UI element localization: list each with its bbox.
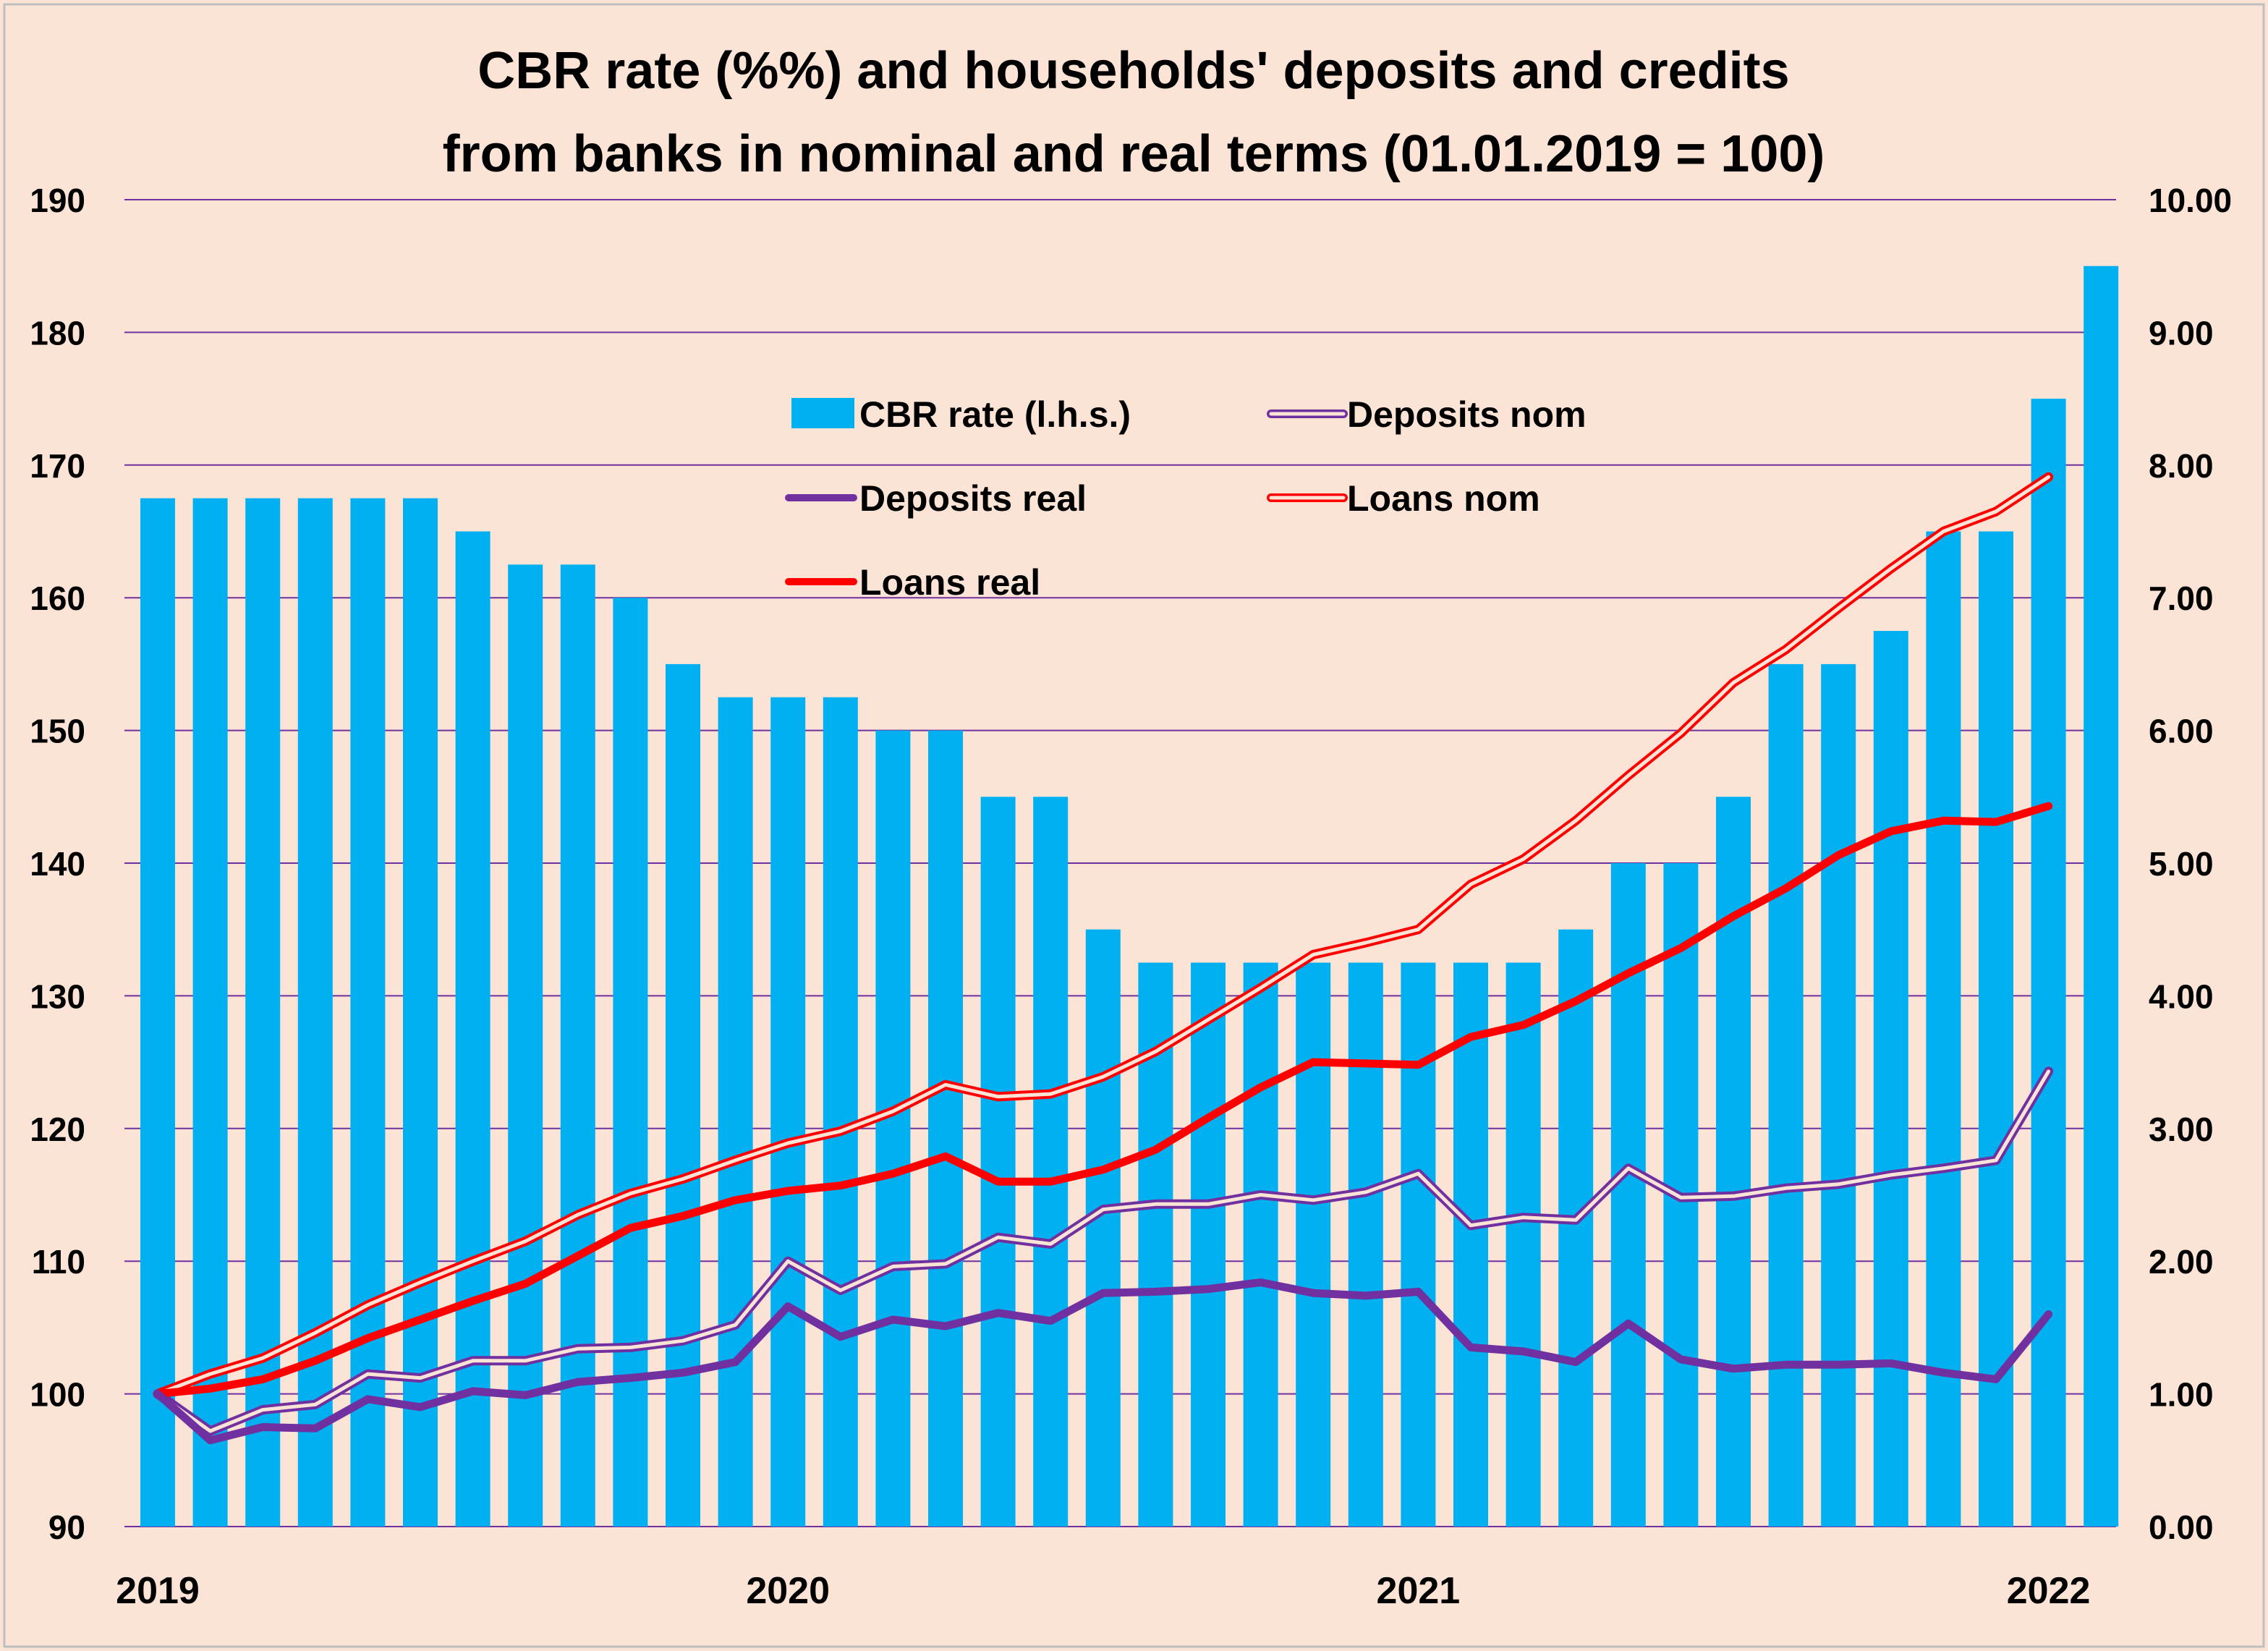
right-tick-label: 9.00 — [2149, 314, 2214, 352]
bar-cbr-rate-4 — [350, 498, 386, 1527]
bar-cbr-rate-21 — [1243, 962, 1278, 1527]
legend-item-deposits-real: Deposits real — [785, 478, 1087, 519]
bar-cbr-rate-27 — [1558, 929, 1594, 1527]
bar-cbr-rate-17 — [1033, 797, 1069, 1527]
right-tick-label: 4.00 — [2149, 977, 2214, 1015]
legend-label-deposits-nom: Deposits nom — [1347, 394, 1587, 435]
bar-cbr-rate-11 — [718, 697, 753, 1527]
left-tick-label: 150 — [30, 713, 85, 750]
bar-cbr-rate-25 — [1453, 962, 1488, 1527]
bar-cbr-rate-20 — [1191, 962, 1226, 1527]
bar-cbr-rate-8 — [560, 564, 595, 1527]
left-tick-label: 170 — [30, 447, 85, 485]
bar-cbr-rate-16 — [980, 797, 1016, 1527]
legend: CBR rate (l.h.s.) Deposits nom Deposits … — [785, 394, 1587, 603]
left-tick-label: 160 — [30, 580, 85, 617]
bar-cbr-rate-10 — [666, 663, 700, 1527]
bar-cbr-rate-9 — [613, 598, 648, 1527]
bar-cbr-rate-13 — [823, 697, 858, 1527]
left-tick-label: 120 — [30, 1111, 85, 1148]
bar-cbr-rate-3 — [297, 498, 333, 1527]
right-tick-label: 2.00 — [2149, 1243, 2214, 1281]
left-tick-label: 100 — [30, 1376, 85, 1414]
legend-label-cbr-rate: CBR rate (l.h.s.) — [859, 394, 1131, 435]
chart-border — [3, 3, 2265, 1648]
bar-cbr-rate-7 — [508, 564, 543, 1527]
left-tick-label: 180 — [30, 314, 85, 352]
bar-cbr-rate-36 — [2031, 399, 2066, 1527]
x-year-label-2020: 2020 — [746, 1570, 830, 1612]
x-year-label-2019: 2019 — [116, 1570, 200, 1612]
left-axis-ticks: 90 100 110 120 130 140 150 160 170 180 190 — [30, 182, 85, 1546]
bar-cbr-rate-28 — [1610, 863, 1646, 1527]
bar-cbr-rate-34 — [1926, 531, 1961, 1527]
right-tick-label: 10.00 — [2149, 182, 2232, 219]
series-line-deposits-nom-inner — [156, 1069, 2051, 1433]
right-tick-label: 0.00 — [2149, 1508, 2214, 1546]
line-series — [153, 472, 2054, 1445]
legend-item-loans-nom: Loans nom — [1267, 478, 1540, 519]
bar-cbr-rate-0 — [140, 498, 175, 1527]
bar-cbr-rate-32 — [1821, 663, 1856, 1527]
bar-cbr-rate-23 — [1348, 962, 1383, 1527]
bar-cbr-rate-14 — [875, 730, 911, 1527]
left-tick-label: 140 — [30, 845, 85, 883]
left-tick-label: 110 — [32, 1243, 85, 1281]
x-year-label-2022: 2022 — [2007, 1570, 2091, 1612]
x-axis-year-labels: 2019 2020 2021 2022 — [116, 1570, 2090, 1612]
x-year-label-2021: 2021 — [1377, 1570, 1461, 1612]
right-axis-ticks: 0.00 1.00 2.00 3.00 4.00 5.00 6.00 7.00 8.00 9.00… — [2149, 182, 2232, 1546]
legend-label-loans-nom: Loans nom — [1347, 478, 1540, 519]
bar-cbr-rate-33 — [1873, 631, 1908, 1527]
right-tick-label: 7.00 — [2149, 580, 2214, 617]
bar-cbr-rate-26 — [1505, 962, 1541, 1527]
left-tick-label: 130 — [30, 977, 85, 1015]
legend-item-cbr-rate: CBR rate (l.h.s.) — [791, 394, 1131, 435]
right-tick-label: 1.00 — [2149, 1376, 2214, 1414]
bar-cbr-rate-6 — [455, 531, 490, 1527]
bar-cbr-rate-12 — [770, 697, 806, 1527]
bar-cbr-rate-37 — [2084, 266, 2119, 1527]
legend-label-loans-real: Loans real — [859, 562, 1040, 603]
series-line-deposits-real — [153, 1278, 2053, 1445]
right-tick-label: 8.00 — [2149, 447, 2214, 485]
right-tick-label: 5.00 — [2149, 845, 2214, 883]
legend-label-deposits-real: Deposits real — [859, 478, 1087, 519]
legend-item-loans-real: Loans real — [785, 562, 1040, 603]
bar-cbr-rate-5 — [403, 498, 438, 1527]
right-tick-label: 6.00 — [2149, 713, 2214, 750]
chart-title-line-1: CBR rate (%%) and households' deposits a… — [477, 42, 1789, 100]
series-line-loans-real — [153, 802, 2053, 1399]
left-tick-label: 190 — [30, 182, 85, 219]
legend-swatch-cbr-rate — [791, 398, 854, 428]
bar-cbr-rate-31 — [1768, 663, 1804, 1527]
bar-cbr-rate-15 — [928, 730, 963, 1527]
bar-cbr-rate-18 — [1085, 929, 1121, 1527]
bar-cbr-rate-22 — [1296, 962, 1331, 1527]
chart-title-line-2: from banks in nominal and real terms (01… — [443, 125, 1825, 183]
left-tick-label: 90 — [48, 1508, 85, 1546]
right-tick-label: 3.00 — [2149, 1111, 2214, 1148]
series-line-loans-nom-inner — [156, 475, 2051, 1396]
bar-cbr-rate-1 — [192, 498, 228, 1527]
legend-item-deposits-nom: Deposits nom — [1267, 394, 1587, 435]
bar-cbr-rate-24 — [1401, 962, 1436, 1527]
